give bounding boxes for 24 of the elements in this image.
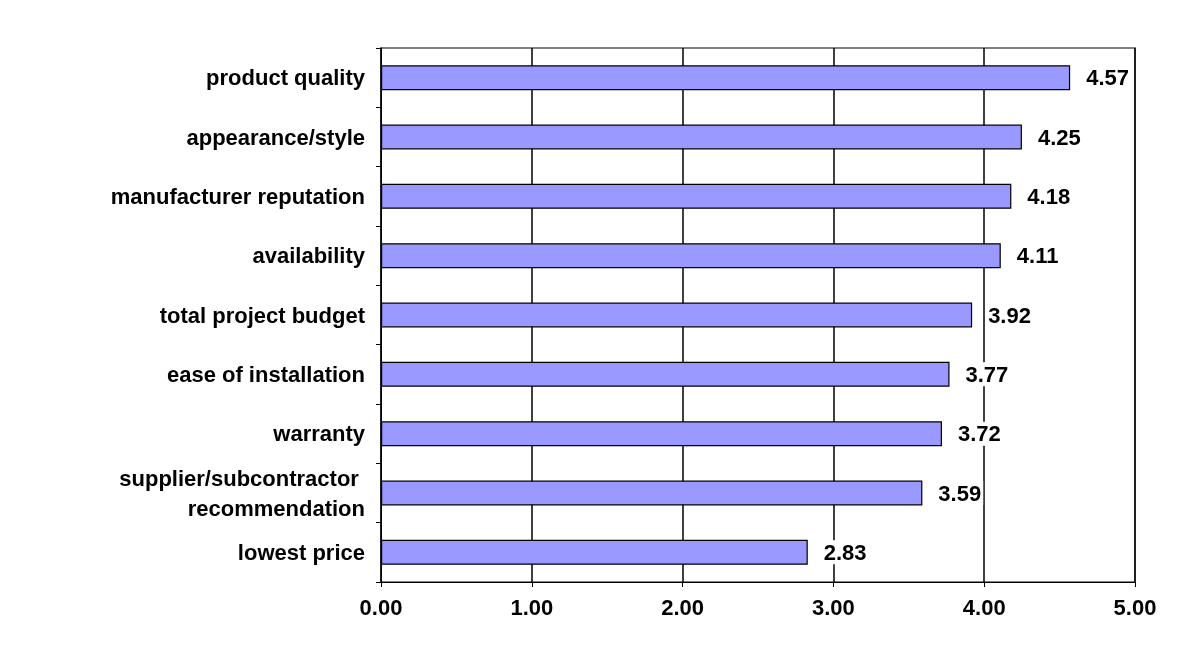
y-tick-label: warranty (272, 421, 366, 447)
x-tick-label: 4.00 (962, 594, 1006, 620)
y-tick-label: ease of installation (166, 361, 365, 387)
x-tick-label: 2.00 (661, 594, 705, 620)
data-label: 4.57 (1086, 65, 1129, 91)
data-label: 4.25 (1037, 124, 1081, 150)
data-label: 3.72 (957, 421, 1001, 447)
data-label: 3.92 (988, 302, 1031, 328)
y-tick-label: total project budget (159, 302, 366, 328)
data-label: 2.83 (823, 539, 867, 565)
x-tick-label: 1.00 (510, 594, 554, 620)
y-tick-label: manufacturer reputation (110, 183, 365, 209)
y-tick-label: supplier/subcontractor recommendation (119, 465, 365, 521)
x-tick-label: 0.00 (359, 594, 403, 620)
y-tick-label: lowest price (237, 539, 365, 565)
x-tick-label: 3.00 (811, 594, 855, 620)
y-tick-label: product quality (206, 65, 366, 91)
data-label: 3.77 (965, 361, 1009, 387)
data-label: 3.59 (938, 480, 982, 506)
x-tick-label: 5.00 (1113, 594, 1157, 620)
data-label: 4.18 (1027, 183, 1071, 209)
data-label: 4.11 (1016, 243, 1059, 269)
y-tick-label: appearance/style (186, 124, 365, 150)
y-tick-label: availability (252, 243, 366, 269)
